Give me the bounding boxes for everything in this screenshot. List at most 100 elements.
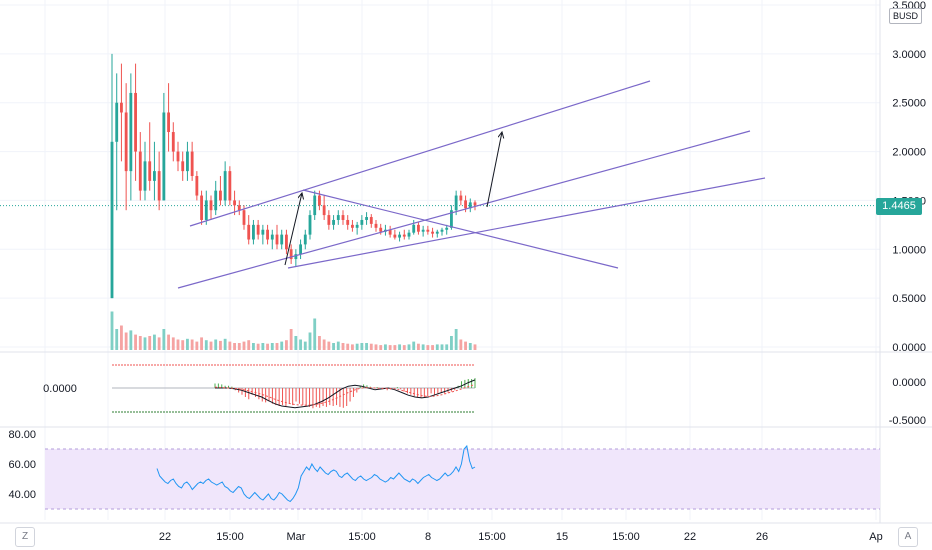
candle-body — [134, 92, 137, 152]
candle-body — [209, 200, 213, 211]
volume-bar — [181, 340, 185, 350]
candle-body — [157, 171, 161, 201]
volume-bar — [294, 336, 298, 350]
candle-body — [360, 219, 364, 225]
candle-body — [186, 151, 189, 172]
volume-bar — [318, 336, 321, 350]
volume-bar — [223, 338, 227, 350]
candle-body — [129, 92, 133, 172]
candle-body — [435, 231, 439, 234]
time-axis-label: 15 — [556, 531, 568, 543]
volume-bar — [129, 330, 133, 350]
lower-channel-line[interactable] — [177, 130, 751, 289]
candle-body — [242, 210, 246, 225]
volume-bar — [289, 329, 293, 350]
volume-bar — [303, 341, 307, 350]
candle-body — [299, 244, 302, 255]
candle-body — [402, 234, 406, 237]
time-axis-label: 26 — [756, 531, 768, 543]
volume-bar — [275, 343, 279, 350]
auto-scale-button[interactable]: A — [898, 527, 918, 547]
candle-body — [266, 229, 269, 240]
volume-bar — [450, 336, 453, 350]
volume-bar — [266, 343, 269, 350]
candle-body — [379, 227, 383, 232]
projection-arrow-left[interactable] — [284, 193, 302, 266]
volume-bar — [388, 345, 392, 350]
volume-bar — [313, 318, 317, 350]
volume-bar — [204, 340, 208, 350]
candle-body — [120, 102, 123, 113]
candle-body — [275, 234, 279, 245]
volume-bar — [341, 343, 345, 350]
volume-bar — [332, 343, 335, 350]
volume-bar — [426, 345, 430, 350]
candle-body — [468, 202, 472, 209]
volume-bar — [393, 345, 397, 350]
volume-bar — [110, 311, 114, 350]
time-axis-label: 15:00 — [216, 531, 244, 543]
candle-body — [393, 234, 397, 238]
candle-body — [223, 171, 227, 201]
candle-body — [336, 215, 340, 220]
projection-arrow-right[interactable] — [486, 132, 502, 208]
price-tick-label: 1.0000 — [892, 244, 926, 256]
support-line[interactable] — [287, 177, 766, 269]
candle-body — [190, 151, 194, 176]
wedge-upper-line[interactable] — [302, 189, 619, 269]
candle-body — [440, 229, 444, 232]
quote-currency-badge[interactable]: BUSD — [889, 8, 923, 24]
candle-body — [148, 161, 152, 181]
volume-bar — [153, 334, 156, 350]
volume-bar — [351, 344, 354, 350]
volume-bar — [200, 337, 203, 350]
volume-bar — [256, 343, 260, 350]
time-axis-label: Mar — [287, 531, 306, 543]
price-tick-label: 0.5000 — [892, 293, 926, 305]
price-tick-label: 0.0000 — [892, 342, 926, 354]
timezone-button[interactable]: Z — [15, 527, 35, 547]
volume-bar — [355, 343, 359, 350]
rsi-line — [156, 444, 476, 503]
candle-body — [195, 176, 199, 196]
candle-body — [200, 195, 203, 220]
time-axis-label: 15:00 — [612, 531, 640, 543]
candle-body — [153, 171, 156, 181]
volume-bar — [195, 341, 199, 350]
rsi-tick-label: 80.00 — [8, 429, 36, 441]
candle-body — [289, 249, 293, 260]
upper-channel-line[interactable] — [189, 80, 651, 227]
candle-body — [431, 231, 434, 234]
volume-bar — [280, 341, 284, 350]
candle-body — [445, 227, 449, 230]
macd-left-value: 0.0000 — [43, 383, 77, 395]
volume-bar — [459, 339, 463, 350]
candle-body — [412, 224, 416, 233]
volume-bar — [407, 344, 411, 350]
volume-bar — [186, 338, 189, 350]
candle-body — [332, 219, 335, 225]
macd-tick-label: 0.0000 — [892, 377, 926, 389]
candle-body — [285, 234, 288, 250]
candle-body — [176, 151, 180, 162]
volume-bar — [270, 343, 274, 350]
volume-bar — [445, 344, 449, 350]
time-axis-label: 15:00 — [478, 531, 506, 543]
volume-bar — [176, 339, 180, 350]
volume-bar — [214, 339, 218, 350]
candle-body — [341, 215, 345, 220]
candle-body — [181, 161, 185, 172]
candle-body — [233, 200, 236, 206]
candle-body — [398, 234, 401, 238]
volume-bar — [171, 337, 175, 350]
candle-body — [308, 215, 312, 235]
candle-body — [256, 224, 260, 235]
volume-bar — [384, 344, 387, 350]
volume-bar — [162, 329, 166, 350]
candle-body — [473, 202, 477, 206]
time-axis-label: 8 — [425, 531, 431, 543]
candle-body — [365, 217, 368, 220]
candle-body — [237, 205, 241, 211]
